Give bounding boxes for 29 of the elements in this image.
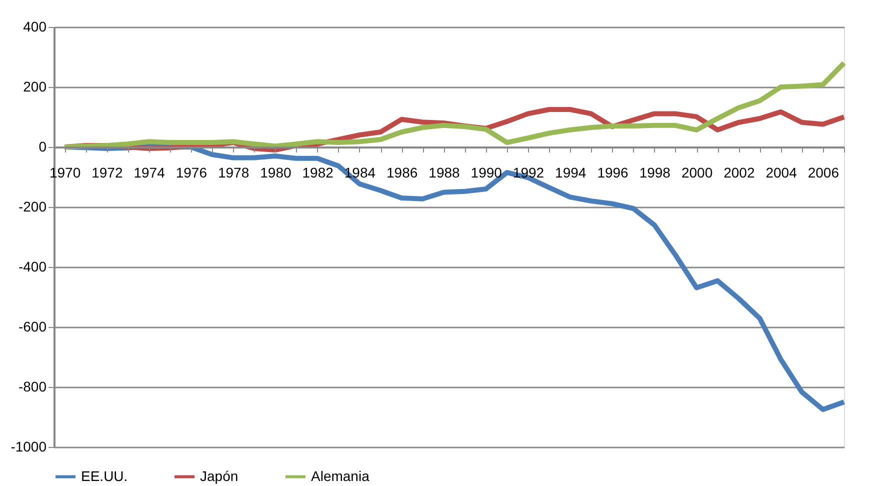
- x-tick-label: 2004: [766, 164, 798, 180]
- y-tick-label: 0: [38, 138, 47, 154]
- x-tick-label: 1988: [428, 164, 460, 180]
- y-tick-label: -800: [18, 378, 47, 394]
- x-tick-label: 1996: [597, 164, 629, 180]
- y-tick-label: 400: [23, 18, 47, 34]
- legend-label: Alemania: [311, 468, 370, 484]
- x-tick-label: 2002: [724, 164, 755, 180]
- x-tick-label: 1980: [260, 164, 292, 180]
- x-tick-label: 2000: [681, 164, 713, 180]
- y-tick-label: -600: [18, 318, 47, 334]
- x-tick-label: 1994: [555, 164, 586, 180]
- x-tick-label: 2006: [808, 164, 840, 180]
- legend-label: Japón: [200, 468, 238, 484]
- x-tick-label: 1990: [470, 164, 502, 180]
- x-tick-label: 1982: [302, 164, 334, 180]
- x-tick-label: 1976: [176, 164, 208, 180]
- legend-label: EE.UU.: [81, 468, 128, 484]
- y-tick-label: -1000: [10, 438, 47, 454]
- x-tick-label: 1970: [49, 164, 81, 180]
- x-tick-label: 1974: [134, 164, 166, 180]
- y-tick-label: -400: [18, 258, 47, 274]
- x-tick-label: 1986: [386, 164, 418, 180]
- y-tick-label: 200: [23, 78, 47, 94]
- y-tick-label: -200: [18, 198, 47, 214]
- x-tick-label: 1978: [218, 164, 250, 180]
- x-tick-label: 1998: [639, 164, 671, 180]
- x-tick-label: 1972: [92, 164, 123, 180]
- x-tick-label: 1992: [512, 164, 544, 180]
